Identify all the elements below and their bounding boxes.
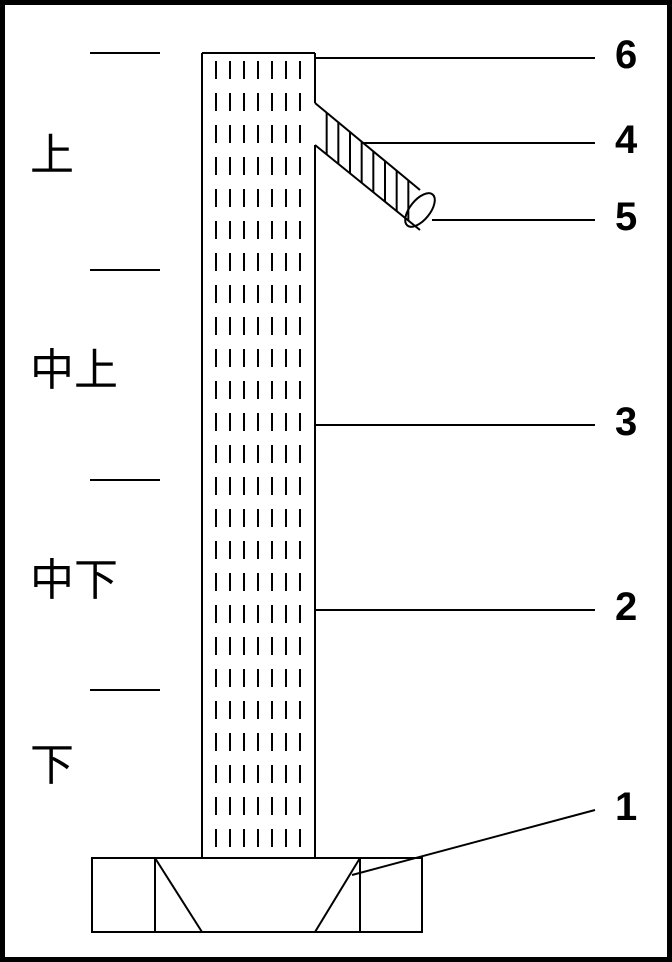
section-label: 上 [30, 131, 74, 180]
callout-number: 3 [615, 400, 637, 444]
callout-number: 2 [615, 585, 637, 629]
callout-number: 6 [615, 33, 637, 77]
section-label: 中上 [30, 346, 118, 395]
callout-number: 4 [615, 118, 638, 162]
section-label: 下 [30, 741, 74, 790]
callout-number: 1 [615, 785, 637, 829]
callout-number: 5 [615, 195, 637, 239]
section-label: 中下 [30, 556, 118, 605]
